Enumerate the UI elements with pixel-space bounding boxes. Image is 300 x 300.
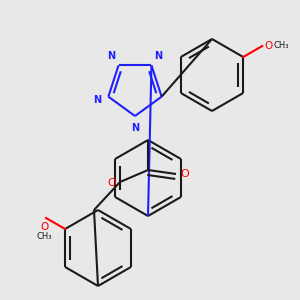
Text: O: O xyxy=(180,169,189,179)
Text: N: N xyxy=(107,51,116,61)
Text: N: N xyxy=(131,123,139,133)
Text: O: O xyxy=(107,178,116,188)
Text: CH₃: CH₃ xyxy=(36,232,52,241)
Text: CH₃: CH₃ xyxy=(273,41,289,50)
Text: N: N xyxy=(93,95,101,105)
Text: O: O xyxy=(40,222,48,232)
Text: O: O xyxy=(264,41,272,51)
Text: N: N xyxy=(154,51,163,61)
